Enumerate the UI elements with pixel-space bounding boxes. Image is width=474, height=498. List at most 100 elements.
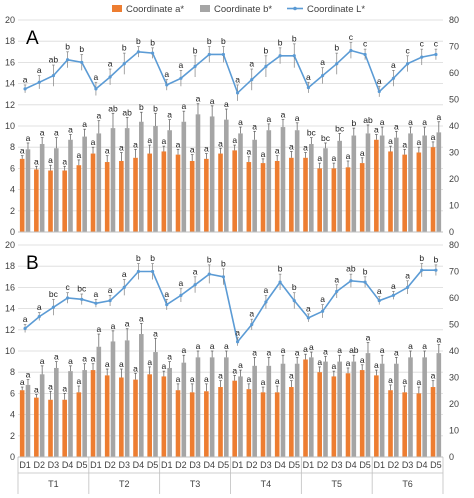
- bar-a: [246, 162, 252, 232]
- data-label-a: a: [20, 377, 25, 387]
- series-line-l: [24, 49, 437, 95]
- point-l: [377, 299, 381, 303]
- data-label-l: a: [122, 269, 127, 279]
- data-label-a: a: [204, 374, 209, 384]
- data-label-b: a: [153, 328, 158, 338]
- bar-b: [365, 353, 371, 457]
- data-label-a: a: [317, 153, 322, 163]
- bar-b: [337, 140, 342, 232]
- data-label-b: a: [181, 345, 186, 355]
- y-right-tick-label: 10: [449, 426, 459, 436]
- data-label-b: a: [139, 313, 144, 323]
- data-label-a: a: [388, 136, 393, 146]
- x-tick-label: D5: [359, 460, 371, 470]
- point-l: [179, 293, 183, 297]
- bar-a: [34, 169, 39, 232]
- point-l: [108, 75, 112, 79]
- data-label-a: a: [289, 371, 294, 381]
- data-label-a: a: [76, 376, 81, 386]
- data-label-a: a: [119, 359, 124, 369]
- data-label-a: a: [232, 365, 237, 375]
- data-label-l: a: [235, 327, 240, 337]
- x-axis: D1 D2 D3 D4 D5 D1 D2 D3 D4 D5 D1 D2 D3 D4 D5 D1 D2 D3 D4 D5…: [17, 457, 444, 494]
- bar-a: [133, 379, 138, 457]
- y-right-tick-label: 20: [449, 399, 459, 409]
- data-label-l: c: [349, 32, 354, 42]
- point-l: [37, 80, 41, 84]
- data-label-b: a: [408, 117, 413, 127]
- point-l: [179, 76, 183, 80]
- data-label-b: a: [380, 117, 385, 127]
- point-l: [405, 285, 410, 289]
- data-label-a: a: [76, 150, 81, 160]
- x-tick-label: D4: [274, 460, 286, 470]
- bar-b: [379, 135, 385, 232]
- x-tick-label: D3: [331, 460, 343, 470]
- bar-b: [422, 357, 427, 457]
- data-label-b: a: [266, 347, 271, 357]
- data-label-b: a: [167, 110, 172, 120]
- point-l: [420, 268, 424, 272]
- data-label-a: a: [218, 371, 223, 381]
- bar-b: [39, 374, 45, 457]
- data-label-l: a: [37, 65, 42, 75]
- data-label-l: c: [405, 45, 410, 55]
- data-label-b: a: [408, 341, 413, 351]
- data-label-l: b: [434, 254, 439, 264]
- data-label-b: a: [125, 319, 130, 329]
- x-group-label: T3: [190, 479, 201, 489]
- bar-b: [379, 363, 385, 457]
- x-tick-label: D4: [416, 460, 428, 470]
- point-l: [391, 293, 396, 297]
- data-label-a: a: [275, 376, 280, 386]
- data-label-l: a: [164, 289, 169, 299]
- bar-a: [161, 151, 167, 232]
- x-tick-label: D3: [48, 460, 60, 470]
- y-right-tick-label: 0: [449, 452, 454, 462]
- data-label-l: b: [79, 44, 84, 54]
- x-tick-label: D3: [189, 460, 201, 470]
- y-left-tick-label: 14: [5, 79, 15, 89]
- bar-a: [34, 397, 39, 457]
- data-label-b: a: [252, 347, 257, 357]
- data-label-a: a: [374, 360, 379, 370]
- data-label-l: a: [23, 74, 28, 84]
- bar-b: [110, 128, 116, 232]
- point-l: [405, 62, 410, 66]
- data-label-b: a: [40, 128, 45, 138]
- data-label-a: a: [204, 144, 209, 154]
- bar-a: [416, 152, 422, 232]
- bar-a: [303, 359, 308, 457]
- bar-b: [294, 130, 300, 232]
- x-tick-label: D4: [62, 460, 74, 470]
- data-label-b: ab: [363, 115, 373, 125]
- data-label-l: b: [207, 254, 212, 264]
- bar-a: [374, 375, 379, 457]
- bar-a: [90, 153, 96, 232]
- data-label-a: a: [176, 374, 181, 384]
- bar-a: [402, 154, 407, 232]
- data-label-a: a: [161, 136, 166, 146]
- point-l: [221, 52, 226, 57]
- point-l: [377, 89, 381, 94]
- data-label-a: a: [317, 357, 322, 367]
- series-line-l: [24, 269, 436, 344]
- bar-a: [359, 370, 365, 457]
- bar-b: [139, 121, 144, 232]
- bar-b: [351, 361, 357, 457]
- bar-b: [68, 139, 73, 232]
- bar-a: [189, 392, 195, 457]
- data-label-l: c: [420, 39, 425, 49]
- data-label-b: a: [210, 96, 215, 106]
- data-label-b: a: [26, 370, 31, 380]
- data-label-l: a: [377, 76, 382, 86]
- y-left-tick-label: 14: [5, 304, 15, 314]
- data-label-b: a: [224, 341, 229, 351]
- data-label-a: a: [91, 354, 96, 364]
- bar-b: [167, 130, 172, 232]
- data-label-b: bc: [321, 133, 331, 143]
- data-label-b: a: [323, 346, 328, 356]
- data-label-b: a: [295, 347, 300, 357]
- y-left-tick-label: 10: [5, 121, 15, 131]
